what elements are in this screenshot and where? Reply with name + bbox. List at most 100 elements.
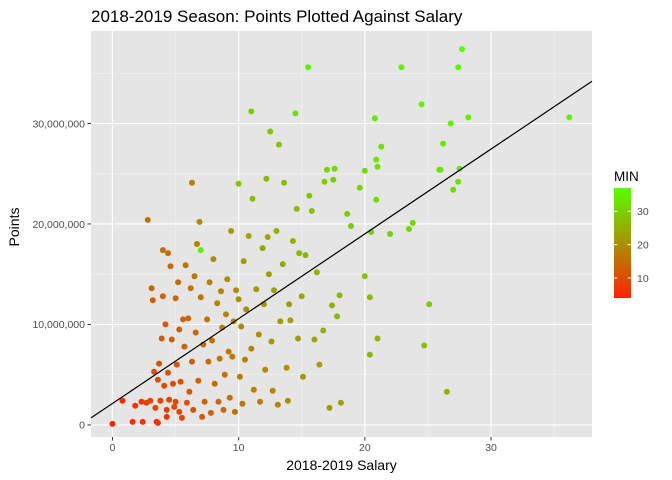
data-point: [194, 241, 200, 247]
data-point: [361, 273, 368, 280]
data-point: [129, 418, 136, 425]
data-point: [235, 180, 242, 187]
data-point: [231, 408, 238, 415]
data-point: [214, 300, 221, 307]
data-point: [243, 306, 250, 313]
data-point: [337, 399, 344, 406]
data-point: [215, 398, 222, 405]
data-point: [465, 114, 472, 121]
data-point: [206, 279, 213, 286]
chart-title: 2018-2019 Season: Points Plotted Against…: [91, 7, 463, 26]
data-point: [455, 64, 462, 71]
trend-line-group: [90, 80, 593, 419]
data-point: [180, 316, 187, 323]
legend: MIN 10 20 30: [614, 169, 649, 298]
data-point: [447, 120, 454, 127]
data-point: [320, 327, 327, 334]
data-point: [165, 250, 171, 257]
data-point: [162, 321, 169, 328]
data-point: [220, 406, 227, 413]
data-point: [209, 337, 216, 344]
data-point: [296, 250, 303, 257]
data-point: [295, 335, 301, 342]
data-point: [239, 400, 246, 407]
data-point: [409, 219, 416, 226]
data-point: [257, 398, 264, 405]
data-point: [192, 329, 199, 336]
data-point: [119, 397, 126, 404]
data-point: [207, 409, 214, 416]
data-points: [109, 46, 573, 427]
data-point: [321, 178, 328, 185]
data-point: [199, 413, 206, 420]
data-point: [154, 419, 161, 426]
y-tick-label: 30,000,000: [32, 118, 85, 130]
data-point: [221, 371, 228, 378]
data-point: [186, 388, 193, 395]
data-point: [311, 336, 318, 343]
data-point: [273, 228, 280, 234]
data-point: [255, 331, 262, 338]
data-point: [373, 156, 380, 163]
data-point: [274, 401, 281, 408]
data-point: [242, 356, 248, 363]
data-point: [456, 165, 463, 172]
data-point: [152, 404, 159, 411]
data-point: [205, 358, 212, 365]
data-point: [223, 311, 229, 318]
data-point: [182, 262, 189, 269]
x-tick-label: 10: [233, 442, 245, 454]
data-point: [204, 316, 211, 323]
data-point: [356, 184, 363, 191]
data-point: [159, 293, 166, 300]
data-point: [165, 369, 171, 376]
data-point: [284, 397, 291, 404]
data-point: [286, 301, 293, 308]
data-point: [249, 195, 256, 202]
axes: 0 10 20 30 0 10,000,000 20,000,000 30,000,000: [32, 118, 497, 454]
data-point: [459, 46, 465, 53]
data-point: [264, 234, 271, 240]
data-point: [324, 166, 330, 173]
data-point: [426, 301, 433, 308]
data-point: [211, 380, 218, 387]
x-tick-label: 0: [110, 442, 116, 454]
data-point: [298, 293, 305, 300]
y-tick-label: 0: [79, 420, 85, 432]
data-point: [313, 269, 320, 276]
y-axis-title: Points: [6, 208, 22, 247]
data-point: [250, 386, 257, 393]
data-point: [287, 317, 294, 324]
data-point: [176, 326, 183, 333]
data-point: [455, 178, 462, 185]
data-point: [201, 398, 208, 405]
data-point: [361, 167, 368, 174]
data-point: [167, 263, 174, 270]
data-point: [166, 396, 173, 403]
data-point: [443, 388, 450, 395]
data-point: [196, 218, 203, 225]
data-point: [144, 216, 151, 223]
data-point: [450, 186, 457, 193]
data-point: [172, 398, 179, 405]
data-point: [178, 414, 185, 421]
data-point: [366, 351, 373, 358]
data-point: [171, 403, 178, 410]
data-point: [437, 166, 444, 173]
data-point: [109, 420, 116, 427]
data-point: [276, 141, 282, 148]
data-point: [159, 247, 166, 254]
data-point: [344, 210, 351, 217]
data-point: [248, 345, 255, 352]
data-point: [366, 294, 373, 301]
data-point: [172, 295, 179, 302]
data-point: [371, 115, 378, 122]
data-point: [168, 336, 175, 343]
data-point: [224, 276, 231, 283]
data-point: [331, 165, 338, 172]
data-point: [305, 64, 312, 71]
data-point: [157, 397, 164, 404]
data-point: [387, 231, 394, 237]
data-point: [175, 279, 182, 286]
x-tick-label: 20: [359, 442, 371, 454]
